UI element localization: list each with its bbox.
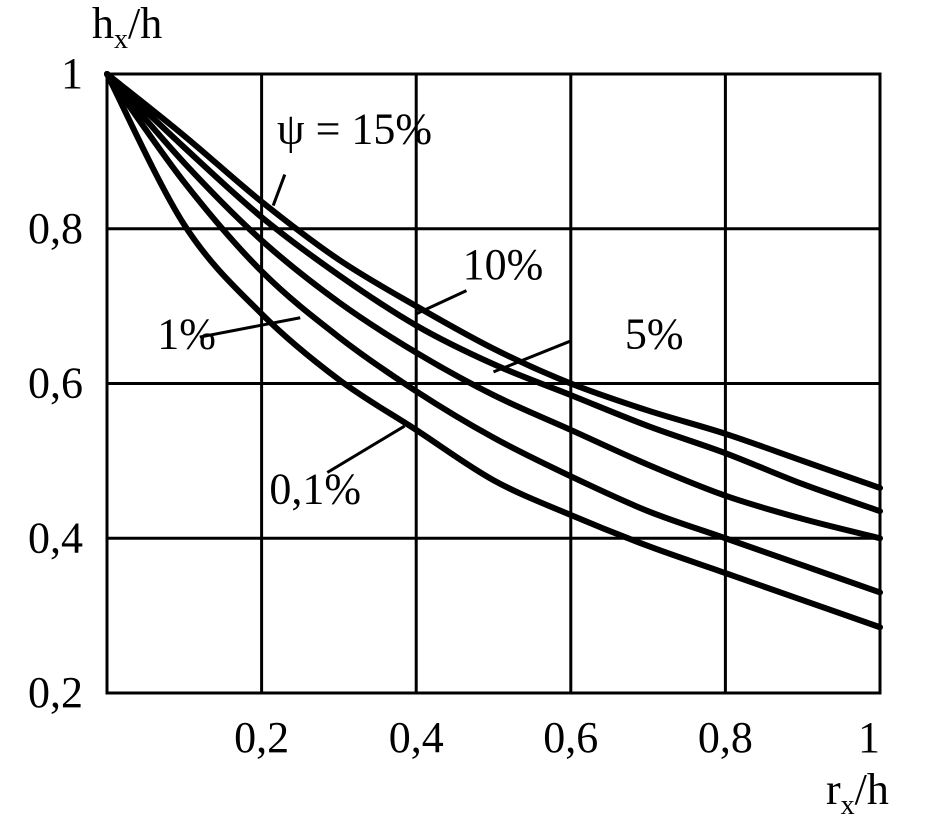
series-label-0: ψ = 15% [277, 105, 432, 154]
y-tick-label-2: 0,6 [28, 359, 83, 408]
series-leader-1 [415, 289, 468, 316]
x-tick-label-2: 0,6 [543, 713, 598, 762]
series-line-0 [104, 71, 883, 491]
series-label-4: 0,1% [269, 464, 361, 513]
x-tick-label-4: 1 [858, 713, 880, 762]
y-tick-label-1: 0,4 [28, 513, 83, 562]
series-line-1 [104, 71, 883, 515]
series-label-2: 5% [625, 310, 684, 359]
series-leader-4 [326, 424, 406, 474]
series-leader-3 [199, 316, 301, 339]
series-line-4 [104, 71, 883, 631]
series-curves [104, 71, 883, 631]
x-axis-label: rx/h [826, 765, 889, 818]
series-label-1: 10% [463, 240, 544, 289]
x-tick-label-0: 0,2 [234, 713, 289, 762]
series-labels: ψ = 15% 10% 5% 1% 0,1% [157, 105, 683, 514]
plot-border [105, 72, 882, 695]
y-tick-label-3: 0,8 [28, 204, 83, 253]
x-tick-label-3: 0,8 [698, 713, 753, 762]
series-leader-0 [271, 174, 287, 207]
y-tick-label-4: 1 [61, 49, 83, 98]
series-label-3: 1% [157, 310, 216, 359]
series-line-3 [104, 71, 883, 596]
series-leader-lines [199, 174, 572, 474]
y-axis-label: hx/h [92, 0, 162, 55]
series-line-2 [104, 71, 883, 542]
x-tick-label-1: 0,4 [389, 713, 444, 762]
tick-labels: 0,2 0,4 0,6 0,8 1 0,2 0,4 0,6 0,8 1 [28, 49, 880, 762]
series-leader-2 [492, 339, 572, 374]
y-tick-label-0: 0,2 [28, 668, 83, 717]
plot-frame [105, 72, 882, 695]
